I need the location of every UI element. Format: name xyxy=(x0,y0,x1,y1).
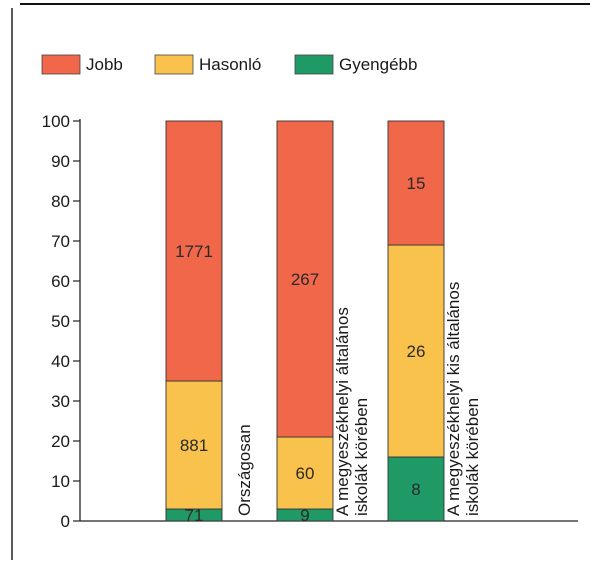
legend-label: Gyengébb xyxy=(339,55,417,74)
category-label-line: iskolák körében xyxy=(463,398,482,516)
data-label: 8 xyxy=(411,480,420,499)
bar-segment-hasonló xyxy=(387,244,445,458)
bar-segment-jobb xyxy=(165,120,223,382)
data-label: 71 xyxy=(185,506,204,525)
data-label: 881 xyxy=(180,436,208,455)
category-label: Országosan xyxy=(235,424,254,516)
y-tick-label: 10 xyxy=(51,472,70,491)
y-tick-label: 50 xyxy=(51,312,70,331)
y-tick-label: 80 xyxy=(51,192,70,211)
bar-segment-jobb xyxy=(276,120,334,438)
data-label: 9 xyxy=(300,506,309,525)
legend-swatch-jobb xyxy=(41,54,81,75)
y-tick-label: 0 xyxy=(61,512,70,531)
y-tick-label: 30 xyxy=(51,392,70,411)
legend-label: Jobb xyxy=(86,55,123,74)
category-label-line: Országosan xyxy=(235,424,254,516)
y-tick-label: 70 xyxy=(51,232,70,251)
bar-segment-hasonló xyxy=(276,436,334,510)
y-tick-label: 20 xyxy=(51,432,70,451)
y-tick-label: 90 xyxy=(51,152,70,171)
category-label-line: A megyeszékhelyi kis általános xyxy=(444,282,463,516)
category-labels: Országosan A megyeszékhelyi általános isko… xyxy=(235,282,482,516)
legend-label: Hasonló xyxy=(199,55,261,74)
legend: Jobb Hasonló Gyengébb xyxy=(41,54,417,75)
y-axis: 0 10 20 30 40 50 60 70 80 90 100 xyxy=(42,112,578,531)
legend-swatch-hasonló xyxy=(154,54,194,75)
data-label: 1771 xyxy=(175,242,213,261)
category-label-line: A megyeszékhelyi általános xyxy=(333,307,352,516)
category-label: A megyeszékhelyi általános iskolák körébe… xyxy=(333,307,371,516)
category-label: A megyeszékhelyi kis általános iskolák kö… xyxy=(444,282,482,516)
data-label: 26 xyxy=(407,342,426,361)
category-label-line: iskolák körében xyxy=(352,398,371,516)
y-tick-label: 40 xyxy=(51,352,70,371)
bar-segment-jobb xyxy=(387,120,445,246)
data-label: 15 xyxy=(407,174,426,193)
bar-segment-gyengébb xyxy=(387,456,445,522)
data-label: 267 xyxy=(291,270,319,289)
legend-swatch-gyengébb xyxy=(294,54,334,75)
data-label: 60 xyxy=(296,464,315,483)
y-tick-label: 60 xyxy=(51,272,70,291)
bar-segment-hasonló xyxy=(165,380,223,510)
y-tick-label: 100 xyxy=(42,112,70,131)
bars: 71 881 1771 9 60 267 8 26 15 xyxy=(165,120,445,525)
